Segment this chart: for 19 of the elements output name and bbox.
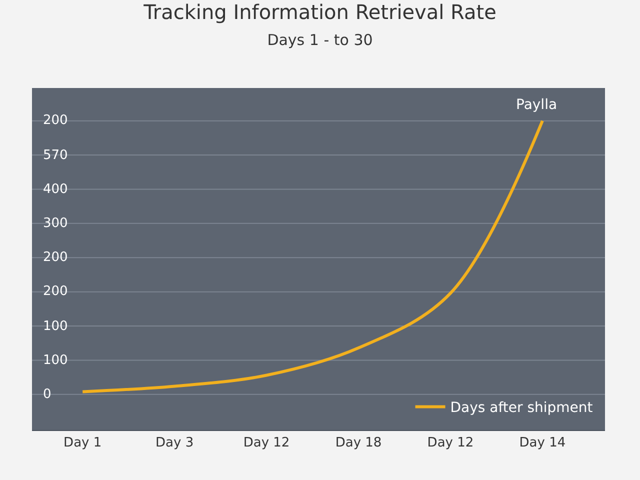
x-tick-label: Day 1	[64, 436, 102, 451]
annotation: 570	[43, 148, 68, 163]
annotation: 0	[43, 387, 52, 402]
x-tick-label: Day 12	[427, 436, 474, 451]
legend-label: Days after shipment	[450, 400, 594, 416]
annotation: 200	[43, 284, 68, 299]
annotation: 300	[43, 216, 68, 231]
x-tick-label: Day 18	[335, 436, 382, 451]
x-tick-label: Day 14	[519, 436, 566, 451]
chart-title: Tracking Information Retrieval Rate	[142, 0, 496, 24]
annotation: 100	[43, 319, 68, 334]
x-tick-label: Day 3	[156, 436, 194, 451]
annotation: 100	[43, 353, 68, 368]
annotation: 400	[43, 182, 68, 197]
annotation: 200	[43, 113, 68, 128]
annotation: Paylla	[516, 97, 558, 113]
annotation: 200	[43, 250, 68, 265]
x-tick-label: Day 12	[243, 436, 290, 451]
chart-subtitle: Days 1 - to 30	[267, 31, 373, 50]
